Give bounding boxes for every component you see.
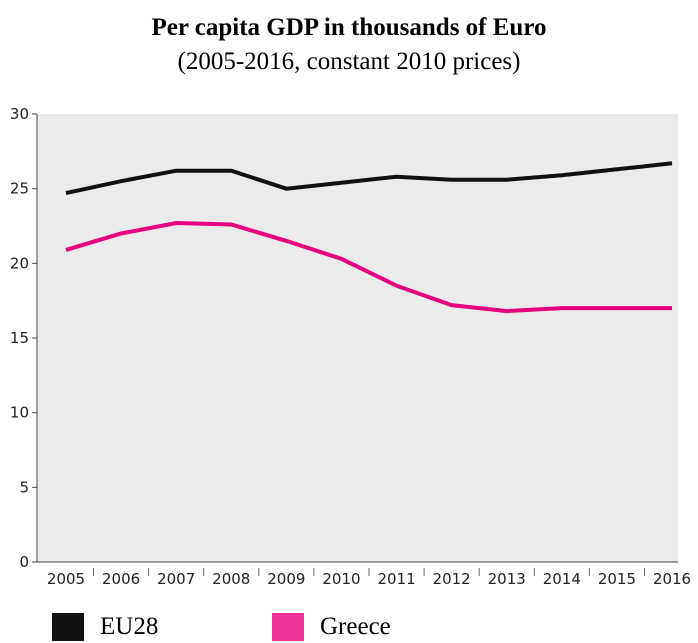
y-tick-label: 0 xyxy=(19,553,29,571)
x-tick-label: 2005 xyxy=(47,570,85,588)
y-tick-label: 20 xyxy=(10,254,29,272)
x-tick-label: 2013 xyxy=(488,570,526,588)
x-tick-label: 2012 xyxy=(433,570,471,588)
x-tick-label: 2016 xyxy=(653,570,691,588)
x-tick-label: 2010 xyxy=(322,570,360,588)
x-tick-label: 2008 xyxy=(212,570,250,588)
y-tick-label: 30 xyxy=(10,105,29,123)
chart-title: Per capita GDP in thousands of Euro xyxy=(151,14,547,41)
y-tick-label: 15 xyxy=(10,329,29,347)
x-axis: 2005 2006 2007 2008 2009 2010 2011 2012 2013 2014… xyxy=(37,561,691,588)
x-tick-label: 2015 xyxy=(598,570,636,588)
x-tick-label: 2009 xyxy=(267,570,305,588)
legend-item-greece: Greece xyxy=(272,612,391,642)
series-line-greece xyxy=(65,220,672,314)
series-lines xyxy=(65,161,673,314)
y-tick-label: 10 xyxy=(10,404,29,422)
y-axis: 0 5 10 15 20 25 30 xyxy=(10,105,38,571)
legend-label-eu28: EU28 xyxy=(100,613,159,640)
legend-label-greece: Greece xyxy=(320,613,391,640)
x-tick-label: 2007 xyxy=(157,570,195,588)
y-tick-label: 25 xyxy=(10,180,29,198)
legend-swatch-greece xyxy=(272,613,304,641)
legend-item-eu28: EU28 xyxy=(52,612,158,642)
x-tick-label: 2014 xyxy=(543,570,581,588)
y-tick-label: 5 xyxy=(19,478,29,496)
plot-area xyxy=(37,114,678,562)
x-tick-label: 2011 xyxy=(377,570,415,588)
x-tick-label: 2006 xyxy=(102,570,140,588)
series-line-eu28 xyxy=(65,161,673,196)
legend-swatch-eu28 xyxy=(52,613,84,641)
chart-subtitle: (2005-2016, constant 2010 prices) xyxy=(177,48,521,75)
